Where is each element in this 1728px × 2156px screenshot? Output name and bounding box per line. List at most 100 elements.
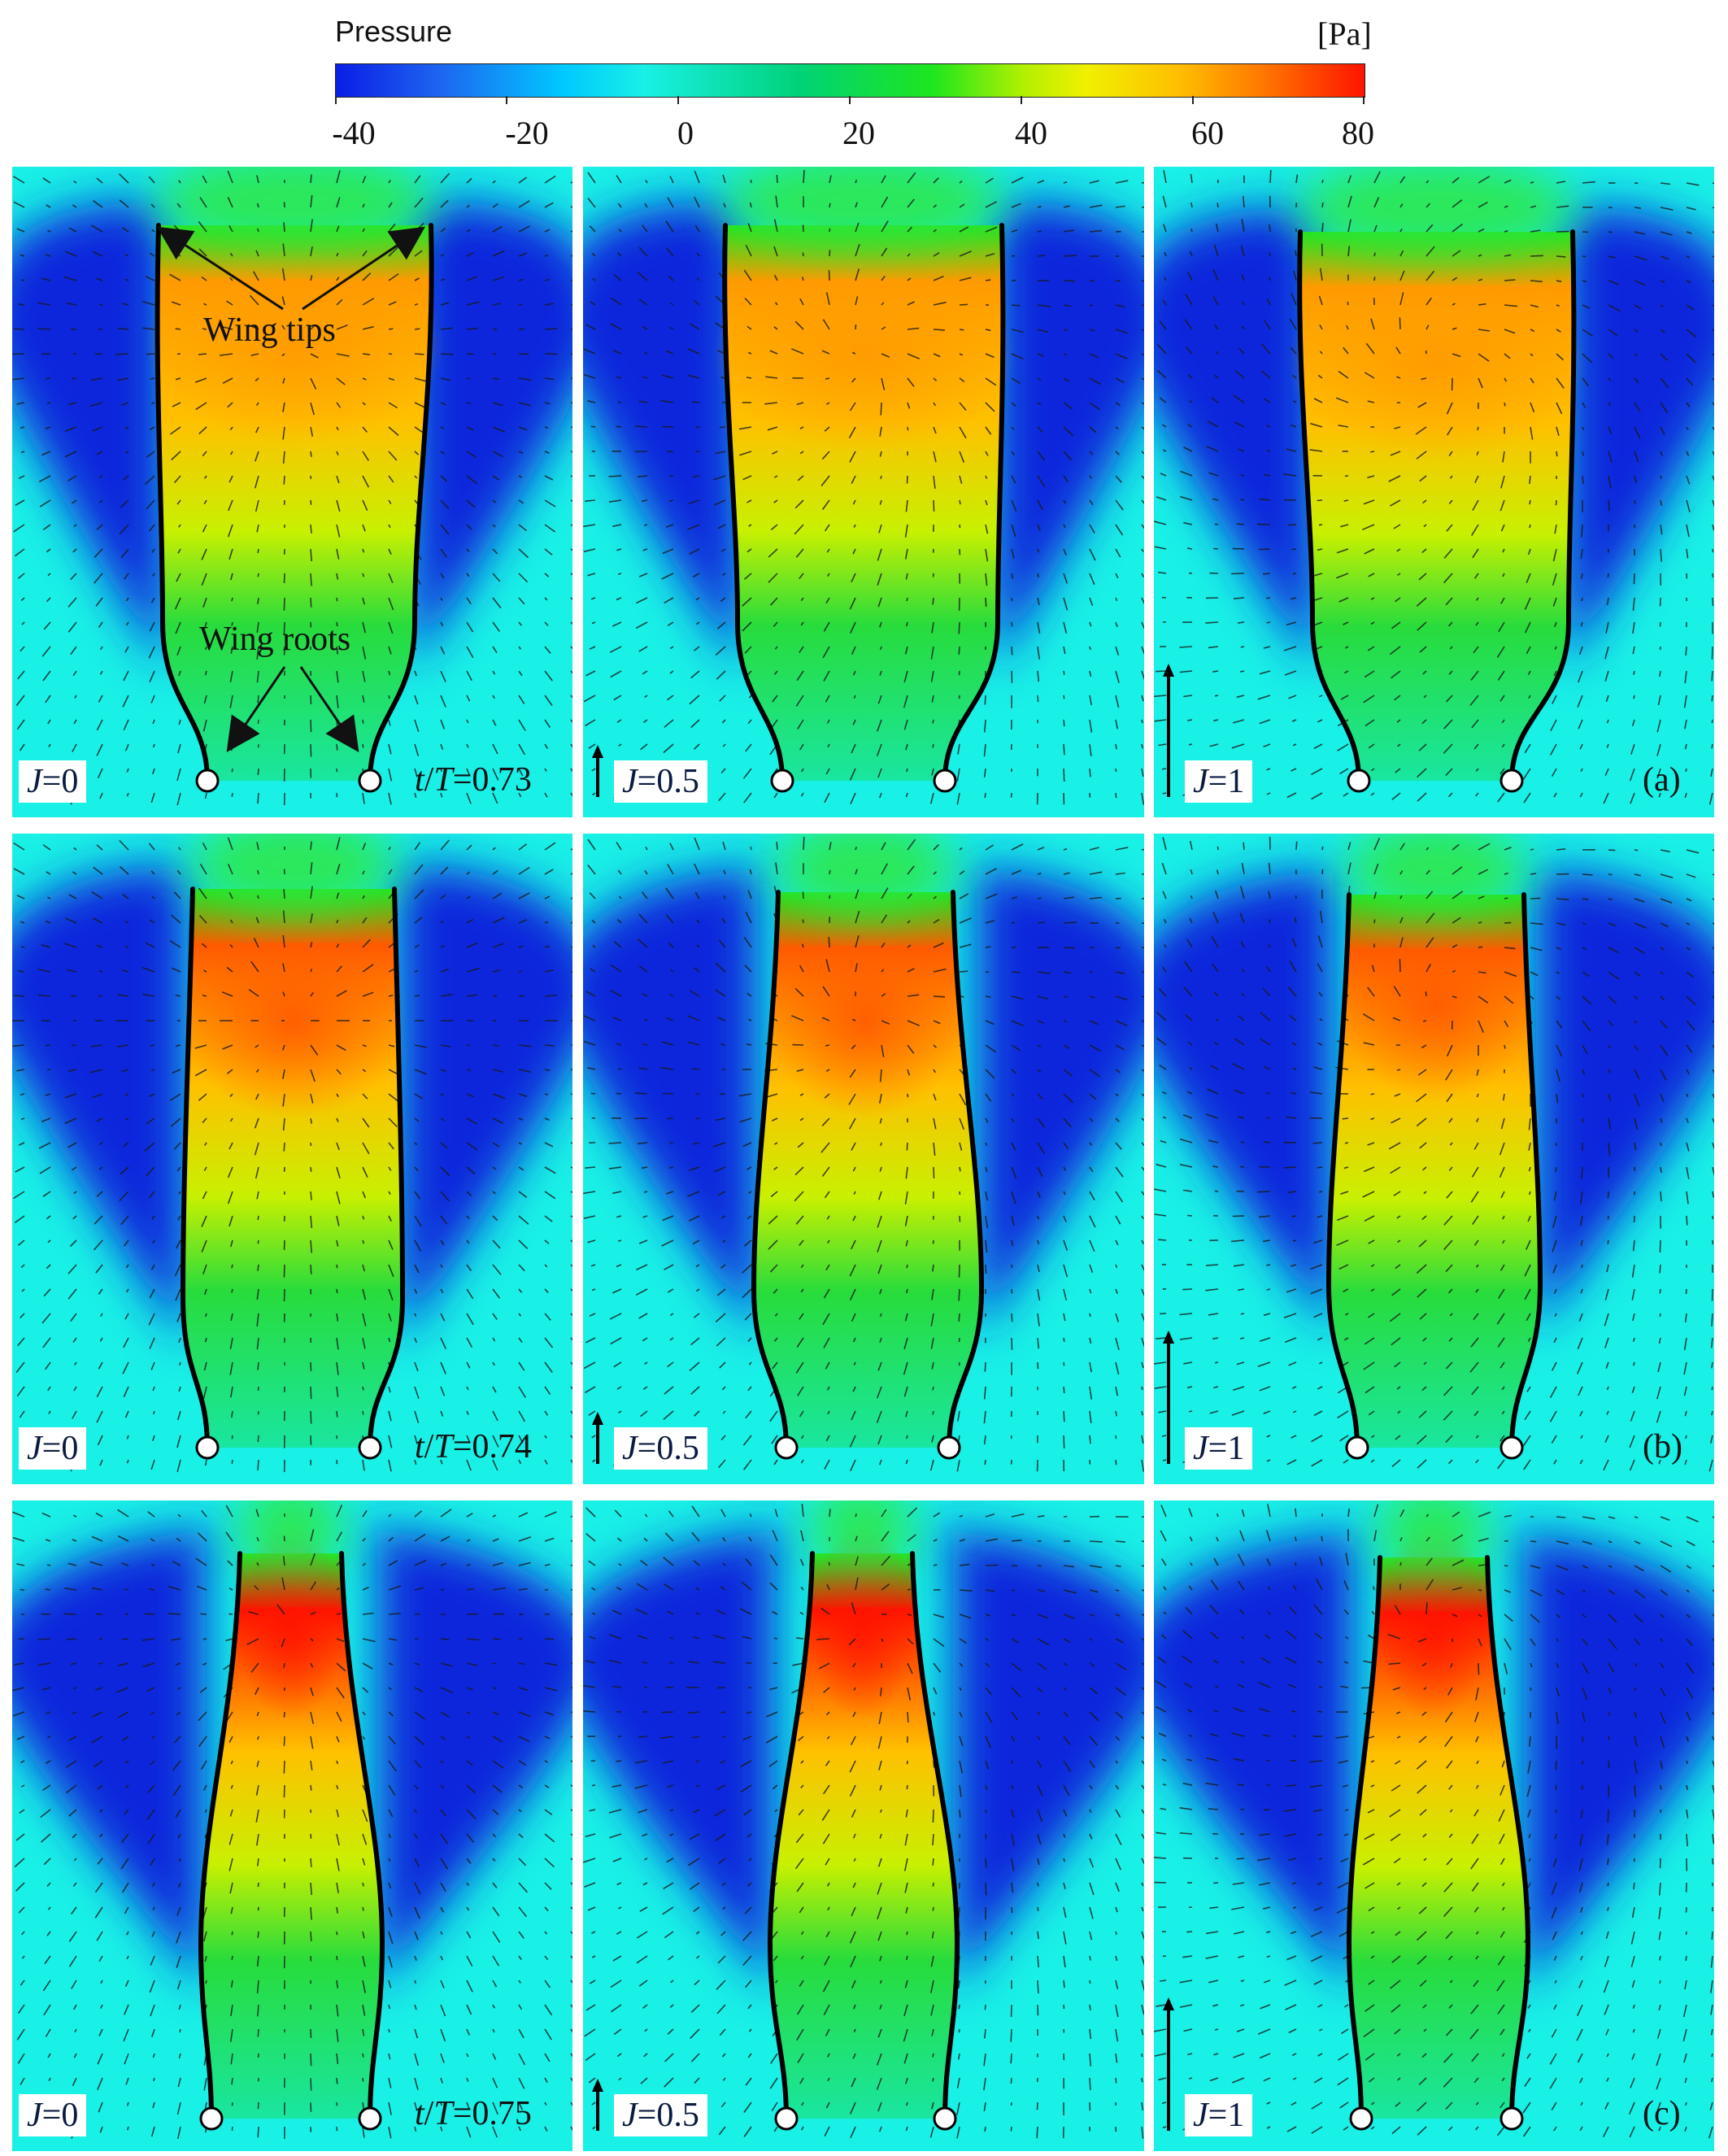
time-label-part: T: [433, 2095, 453, 2132]
advance-ratio-symbol: J: [27, 1430, 42, 1467]
pressure-field: [583, 834, 1144, 1484]
colorbar-tick-label: 0: [677, 115, 694, 151]
advance-ratio-value: =0.5: [637, 2097, 699, 2134]
left-wing: [198, 1551, 242, 2121]
pressure-field: [1154, 1500, 1714, 2151]
wing-root-hinge: [774, 2106, 799, 2131]
pressure-colorbar: Pressure [Pa] -40 -20 0 20 40 60 80: [0, 0, 1728, 163]
left-wing: [1346, 1555, 1382, 2121]
left-wing: [155, 223, 210, 783]
wing-root-hinge: [1347, 769, 1371, 793]
colorbar-tick-label: 60: [1191, 115, 1224, 151]
freestream-velocity-arrow: [592, 1412, 603, 1464]
colorbar-title: Pressure: [335, 15, 453, 48]
contour-panel-r3-c1: J=0 t/T=0.75: [12, 1500, 572, 2151]
wing-root-hinge: [937, 1435, 961, 1460]
wing-root-hinge: [195, 1435, 220, 1460]
colorbar-tick: [335, 96, 337, 104]
colorbar-gradient: [335, 63, 1365, 98]
advance-ratio-label: J=0.5: [614, 1427, 707, 1470]
right-wing: [368, 886, 406, 1450]
right-wing: [368, 223, 434, 783]
row-label: (b): [1643, 1428, 1682, 1466]
colorbar-tick-label: -20: [505, 115, 549, 151]
time-label-part: 0.75: [472, 2095, 532, 2132]
contour-panel-r2-c3: J=1 (b): [1154, 834, 1714, 1484]
advance-ratio-value: =0: [41, 763, 79, 800]
colorbar-tick: [849, 96, 851, 104]
wing-roots-annotation: Wing roots: [199, 621, 351, 658]
time-label-part: 0.74: [472, 1428, 532, 1466]
time-label-part: T: [433, 1428, 453, 1466]
freestream-velocity-arrow: [1163, 1331, 1174, 1464]
right-wing: [942, 223, 1006, 783]
wing-root-hinge: [199, 2106, 224, 2131]
advance-ratio-symbol: J: [27, 763, 42, 800]
time-label-part: /: [424, 2095, 434, 2132]
freestream-velocity-arrow: [592, 2079, 603, 2131]
advance-ratio-label: J=1: [1185, 2094, 1253, 2136]
time-label-part: /: [424, 1428, 434, 1466]
time-label-part: =: [452, 761, 472, 799]
wing-root-hinge: [774, 1435, 799, 1460]
right-wing: [1509, 892, 1543, 1450]
advance-ratio-value: =0: [41, 2097, 79, 2134]
advance-ratio-label: J=1: [1185, 1427, 1253, 1470]
advance-ratio-label: J=1: [1185, 760, 1253, 803]
wing-root-hinge: [195, 769, 220, 793]
freestream-velocity-arrow: [1163, 1997, 1174, 2131]
contour-panel-r1-c1: J=0 t/T=0.73: [12, 167, 572, 817]
time-label-part: T: [433, 761, 453, 799]
pressure-field: [583, 167, 1144, 817]
row-label: (c): [1643, 2095, 1681, 2132]
right-wing: [1509, 229, 1577, 783]
advance-ratio-label: J=0: [19, 760, 87, 803]
left-wing: [722, 223, 785, 783]
pressure-field: [12, 167, 572, 817]
wing-tips-annotation: Wing tips: [203, 311, 336, 349]
wing-root-hinge: [1499, 769, 1524, 793]
wing-root-hinge: [1345, 1435, 1369, 1460]
advance-ratio-symbol: J: [622, 763, 638, 800]
wing-root-hinge: [933, 769, 957, 793]
advance-ratio-symbol: J: [1193, 1430, 1208, 1467]
left-wing: [180, 886, 210, 1450]
colorbar-tick: [1363, 96, 1365, 104]
contour-panel-r3-c2: J=0.5: [583, 1500, 1144, 2151]
wing-root-hinge: [1349, 2106, 1373, 2131]
pressure-field: [583, 1500, 1144, 2151]
contour-panel-r2-c1: J=0 t/T=0.74: [12, 834, 572, 1484]
advance-ratio-label: J=0.5: [614, 760, 707, 803]
time-label-part: t: [415, 1428, 424, 1466]
time-label: t/T=0.74: [415, 1427, 532, 1466]
row-label: (a): [1643, 761, 1681, 799]
wing-root-hinge: [358, 1435, 382, 1460]
right-wing: [947, 890, 985, 1450]
pressure-field: [1154, 167, 1714, 817]
advance-ratio-value: =1: [1208, 1430, 1245, 1467]
time-label-part: t: [415, 761, 424, 799]
advance-ratio-symbol: J: [622, 2097, 638, 2134]
colorbar-unit: [Pa]: [1317, 15, 1372, 52]
time-label: t/T=0.73: [415, 760, 532, 799]
advance-ratio-value: =0.5: [637, 763, 699, 800]
time-label: t/T=0.75: [415, 2094, 532, 2133]
contour-panel-r1-c3: J=1 (a): [1154, 167, 1714, 817]
wing-root-hinge: [358, 2106, 382, 2131]
left-wing: [767, 1551, 815, 2121]
advance-ratio-value: =0.5: [637, 1430, 699, 1467]
time-label-part: /: [424, 761, 434, 799]
advance-ratio-symbol: J: [1193, 2097, 1208, 2134]
time-label-part: 0.73: [472, 761, 532, 799]
advance-ratio-symbol: J: [27, 2097, 42, 2134]
freestream-velocity-arrow: [1163, 664, 1174, 797]
advance-ratio-value: =1: [1208, 2097, 1245, 2134]
right-wing: [910, 1551, 960, 2121]
advance-ratio-symbol: J: [1193, 763, 1208, 800]
pressure-field: [1154, 834, 1714, 1484]
colorbar-tick: [1021, 96, 1022, 104]
wing-root-hinge: [1499, 1435, 1524, 1460]
wing-root-hinge: [933, 2106, 957, 2131]
advance-ratio-label: J=0: [19, 2094, 87, 2136]
colorbar-tick: [506, 96, 507, 104]
